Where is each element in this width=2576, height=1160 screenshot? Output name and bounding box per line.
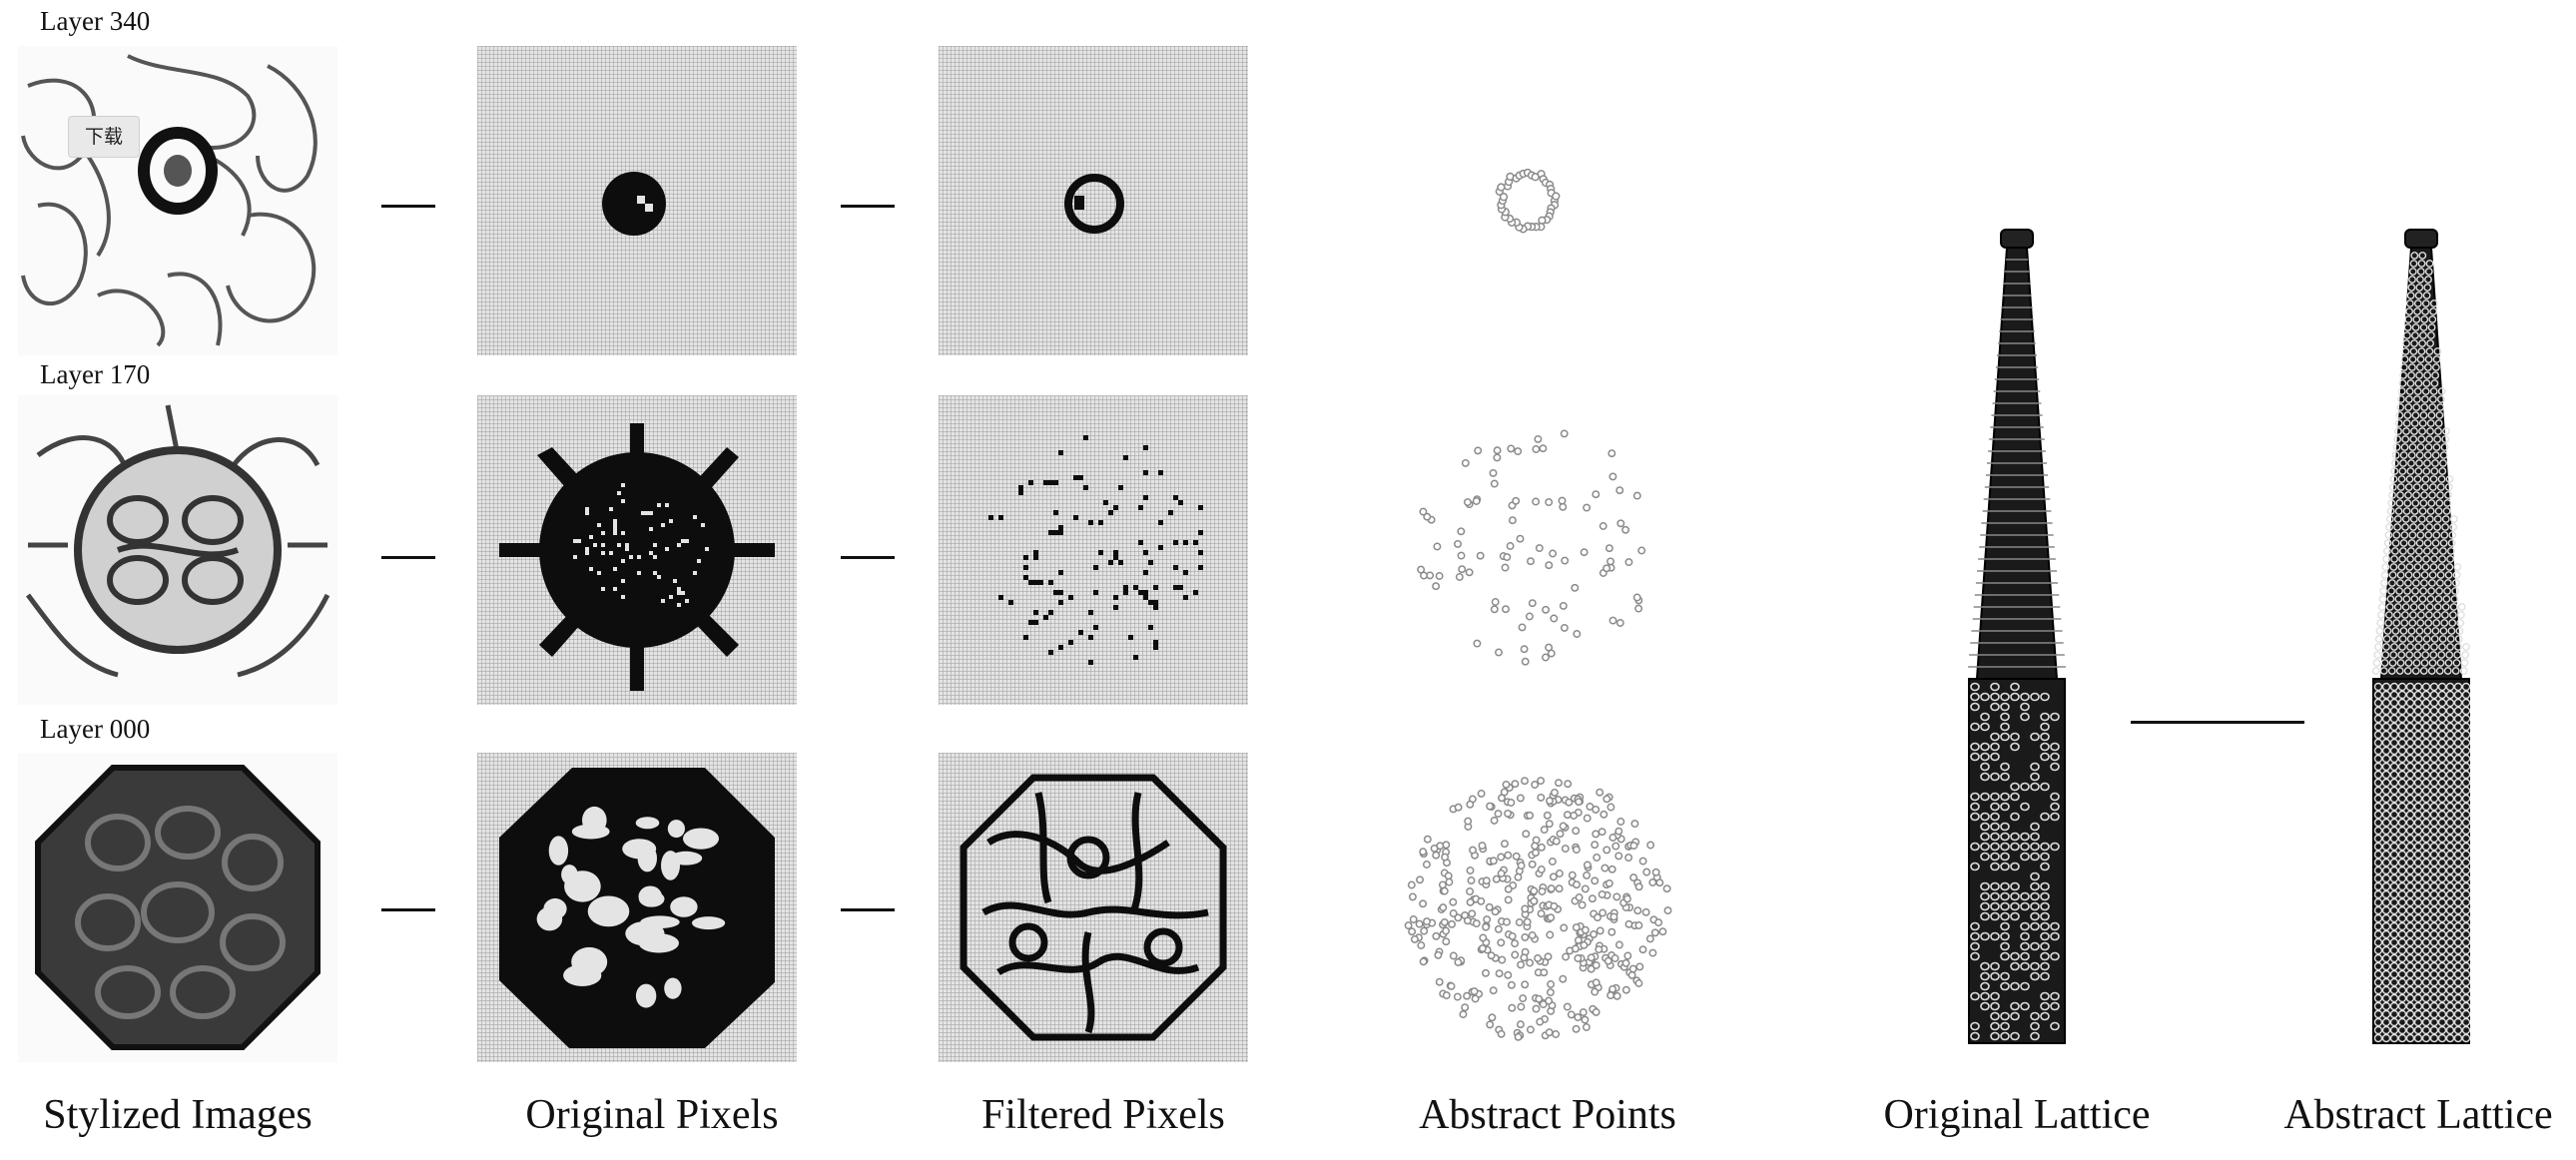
lattice-connector-line xyxy=(2131,721,2304,724)
connector-dash xyxy=(381,908,435,911)
connector-dash xyxy=(841,205,895,208)
col-label-original-lattice: Original Lattice xyxy=(1883,1092,2151,1138)
connector-dash xyxy=(841,908,895,911)
col-label-abstract-points: Abstract Points xyxy=(1419,1092,1676,1138)
download-button[interactable]: 下载 xyxy=(68,116,140,158)
filtered-pixels-000 xyxy=(939,753,1248,1062)
stylized-image-000 xyxy=(18,753,337,1062)
filtered-pixels-340 xyxy=(939,46,1248,355)
stylized-image-340: 下载 xyxy=(18,46,337,355)
connector-dash xyxy=(381,556,435,559)
original-pixels-340 xyxy=(477,46,797,355)
abstract-points-170 xyxy=(1378,395,1697,705)
original-pixels-000 xyxy=(477,753,797,1062)
abstract-points-000 xyxy=(1378,753,1697,1062)
original-pixels-170 xyxy=(477,395,797,705)
layer-label-170: Layer 170 xyxy=(40,359,151,389)
col-label-filtered-pixels: Filtered Pixels xyxy=(981,1092,1225,1138)
abstract-points-340 xyxy=(1378,46,1697,355)
layer-label-340: Layer 340 xyxy=(40,6,151,36)
col-label-abstract-lattice: Abstract Lattice xyxy=(2283,1092,2553,1138)
stylized-image-170 xyxy=(18,395,337,705)
filtered-pixels-170 xyxy=(939,395,1248,705)
original-lattice xyxy=(1937,220,2097,1058)
col-label-stylized: Stylized Images xyxy=(43,1092,313,1138)
connector-dash xyxy=(381,205,435,208)
abstract-lattice xyxy=(2341,220,2501,1058)
col-label-original-pixels: Original Pixels xyxy=(525,1092,779,1138)
layer-label-000: Layer 000 xyxy=(40,714,151,744)
connector-dash xyxy=(841,556,895,559)
